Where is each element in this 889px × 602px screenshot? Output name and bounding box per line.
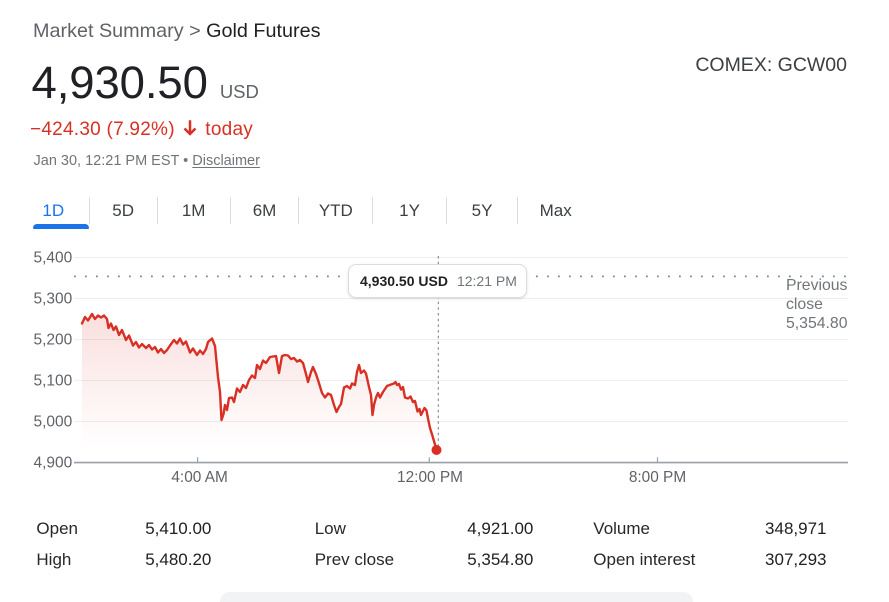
svg-text:4:00 AM: 4:00 AM [171, 469, 227, 486]
svg-text:5,000: 5,000 [34, 413, 73, 430]
svg-text:8:00 PM: 8:00 PM [629, 469, 686, 486]
svg-text:5,200: 5,200 [34, 331, 73, 348]
svg-text:4,900: 4,900 [34, 454, 73, 471]
svg-text:12:00 PM: 12:00 PM [397, 469, 463, 486]
svg-text:5,300: 5,300 [34, 290, 73, 307]
svg-text:5,100: 5,100 [34, 372, 73, 389]
svg-text:5,400: 5,400 [34, 249, 73, 266]
